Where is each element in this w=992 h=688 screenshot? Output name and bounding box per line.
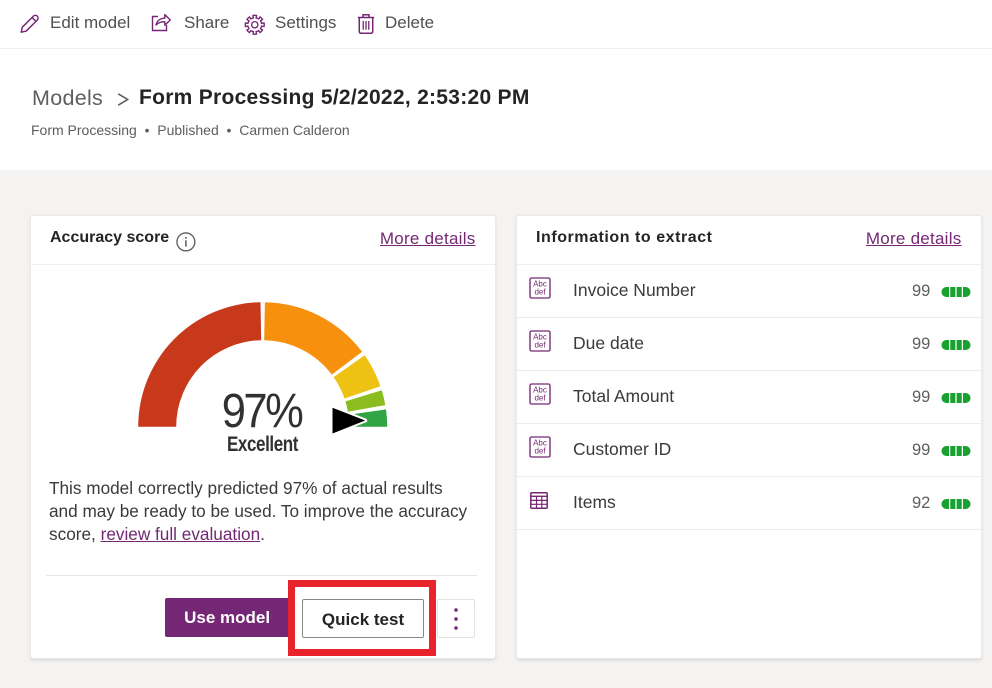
- svg-text:def: def: [535, 446, 547, 455]
- svg-text:def: def: [535, 287, 547, 296]
- svg-text:def: def: [535, 340, 547, 349]
- svg-text:def: def: [535, 393, 547, 402]
- svg-text:Abc: Abc: [533, 438, 547, 447]
- svg-text:Abc: Abc: [533, 385, 547, 394]
- svg-text:Abc: Abc: [533, 279, 547, 288]
- svg-text:Abc: Abc: [533, 332, 547, 341]
